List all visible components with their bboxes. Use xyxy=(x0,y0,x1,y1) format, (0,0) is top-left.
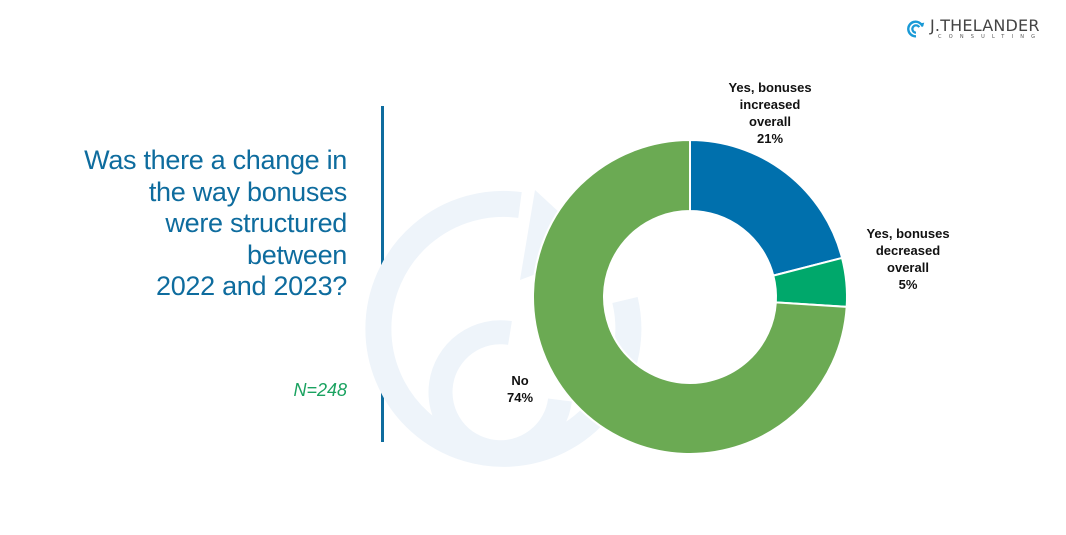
label-value: 21% xyxy=(756,131,784,146)
title-line: 2022 and 2023? xyxy=(156,271,347,301)
data-label-no: No 74% xyxy=(490,372,550,406)
label-line: decreased xyxy=(875,243,941,258)
label-line: No xyxy=(511,373,529,388)
company-logo: J.THELANDER CONSULTING xyxy=(905,18,1042,40)
title-line: between xyxy=(247,239,347,270)
title-line: Was there a change in xyxy=(84,145,347,175)
label-line: overall xyxy=(749,114,791,129)
label-value: 74% xyxy=(506,390,534,405)
spiral-arrow-icon xyxy=(907,20,925,38)
logo-name: J.THELANDER xyxy=(930,16,1040,35)
data-label-increased: Yes, bonuses increased overall 21% xyxy=(715,79,825,147)
title-line: were structured xyxy=(165,208,347,238)
label-value: 5% xyxy=(898,277,918,292)
data-label-decreased: Yes, bonuses decreased overall 5% xyxy=(853,225,963,293)
label-line: increased xyxy=(739,97,801,112)
donut-slice-yes-bonuses-increased-overall xyxy=(689,138,844,277)
label-line: overall xyxy=(887,260,929,275)
donut-slices xyxy=(532,138,848,455)
logo-subtitle: CONSULTING xyxy=(938,34,1043,40)
title-line: the way bonuses xyxy=(148,176,347,207)
donut-slice-no xyxy=(532,138,848,455)
label-line: Yes, bonuses xyxy=(728,80,812,95)
page-title: Was there a change in the way bonuses we… xyxy=(27,145,347,303)
label-line: Yes, bonuses xyxy=(866,226,950,241)
sample-size-label: N=248 xyxy=(293,380,347,400)
